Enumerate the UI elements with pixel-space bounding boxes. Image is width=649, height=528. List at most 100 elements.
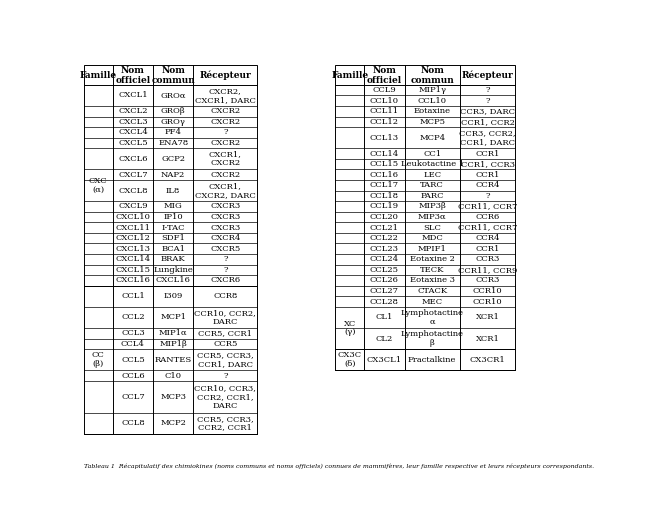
Text: CCR10, CCR2,
DARC: CCR10, CCR2, DARC — [194, 309, 256, 326]
Text: SLC: SLC — [423, 224, 441, 232]
Text: CXCL16: CXCL16 — [156, 277, 191, 285]
Text: CXCL3: CXCL3 — [118, 118, 148, 126]
Text: Récepteur: Récepteur — [199, 70, 251, 80]
Text: MIP1α: MIP1α — [159, 329, 188, 337]
Text: ?: ? — [485, 86, 490, 94]
Text: ENA78: ENA78 — [158, 139, 188, 147]
Text: CCL5: CCL5 — [121, 356, 145, 364]
Text: CL2: CL2 — [376, 335, 393, 343]
Text: XCR1: XCR1 — [476, 314, 500, 322]
Text: CCL4: CCL4 — [121, 340, 145, 348]
Text: CCR1: CCR1 — [475, 149, 500, 158]
Text: CXCR2: CXCR2 — [210, 171, 240, 179]
Text: Famille: Famille — [331, 71, 368, 80]
Text: BRAK: BRAK — [161, 256, 186, 263]
Text: TARC: TARC — [421, 181, 444, 190]
Text: CCL17: CCL17 — [370, 181, 399, 190]
Text: ?: ? — [223, 128, 228, 136]
Text: CXCL2: CXCL2 — [118, 107, 148, 115]
Text: CCL26: CCL26 — [370, 277, 399, 285]
Text: Leukotactine 1: Leukotactine 1 — [400, 160, 464, 168]
Text: CXCL16: CXCL16 — [116, 277, 151, 285]
Bar — [335, 65, 515, 370]
Text: CCR1, CCR2: CCR1, CCR2 — [461, 118, 515, 126]
Text: CCR5, CCR3,
CCR2, CCR1: CCR5, CCR3, CCR2, CCR1 — [197, 414, 254, 431]
Text: MCP2: MCP2 — [160, 419, 186, 427]
Text: CXCL4: CXCL4 — [118, 128, 148, 136]
Text: LEC: LEC — [423, 171, 441, 179]
Text: SDF1: SDF1 — [161, 234, 185, 242]
Text: Eotaxine 3: Eotaxine 3 — [410, 277, 455, 285]
Text: CCR1: CCR1 — [475, 171, 500, 179]
Text: I-TAC: I-TAC — [162, 224, 185, 232]
Text: CXCR2: CXCR2 — [210, 118, 240, 126]
Text: CXCL6: CXCL6 — [118, 155, 148, 163]
Text: MCP1: MCP1 — [160, 314, 186, 322]
Text: MDC: MDC — [421, 234, 443, 242]
Text: MEC: MEC — [422, 298, 443, 306]
Text: CCL11: CCL11 — [370, 107, 399, 115]
Text: CCL25: CCL25 — [370, 266, 399, 274]
Text: ?: ? — [485, 192, 490, 200]
Text: CXCL11: CXCL11 — [116, 224, 151, 232]
Text: MCP3: MCP3 — [160, 393, 186, 401]
Text: CCR1: CCR1 — [475, 245, 500, 253]
Text: CCL8: CCL8 — [121, 419, 145, 427]
Text: CXCR3: CXCR3 — [210, 202, 240, 211]
Text: CXCR2,
CXCR1, DARC: CXCR2, CXCR1, DARC — [195, 87, 256, 104]
Text: NAP2: NAP2 — [161, 171, 186, 179]
Text: CX3CR1: CX3CR1 — [470, 356, 506, 364]
Text: GROβ: GROβ — [161, 107, 186, 115]
Text: RANTES: RANTES — [154, 356, 192, 364]
Text: CCL27: CCL27 — [370, 287, 399, 295]
Text: CCL22: CCL22 — [370, 234, 399, 242]
Text: CCR8: CCR8 — [213, 293, 238, 300]
Text: MIP3α: MIP3α — [418, 213, 447, 221]
Text: CXCL7: CXCL7 — [118, 171, 148, 179]
Text: ?: ? — [485, 97, 490, 105]
Text: CCL19: CCL19 — [370, 202, 399, 211]
Text: CCL7: CCL7 — [121, 393, 145, 401]
Text: CXCL13: CXCL13 — [116, 245, 151, 253]
Text: GROα: GROα — [160, 91, 186, 99]
Text: ?: ? — [223, 372, 228, 380]
Text: CXCR2: CXCR2 — [210, 139, 240, 147]
Text: Eotaxine: Eotaxine — [413, 107, 450, 115]
Text: CCR3, DARC: CCR3, DARC — [460, 107, 515, 115]
Text: CCR11, CCR9: CCR11, CCR9 — [458, 266, 517, 274]
Text: Nom
officiel: Nom officiel — [367, 65, 402, 84]
Text: CCR3, CCR2,
CCR1, DARC: CCR3, CCR2, CCR1, DARC — [459, 129, 516, 146]
Text: Récepteur: Récepteur — [461, 70, 513, 80]
Text: CCR1, CCR3: CCR1, CCR3 — [461, 160, 515, 168]
Text: C10: C10 — [165, 372, 182, 380]
Text: IL8: IL8 — [166, 186, 180, 195]
Text: CCR11, CCR7: CCR11, CCR7 — [458, 202, 517, 211]
Text: CCL10: CCL10 — [370, 97, 399, 105]
Text: CCL1: CCL1 — [121, 293, 145, 300]
Text: CC
(β): CC (β) — [92, 351, 104, 368]
Text: CXCL14: CXCL14 — [116, 256, 151, 263]
Text: CXC
(α): CXC (α) — [89, 177, 108, 194]
Text: CXCL12: CXCL12 — [116, 234, 151, 242]
Text: CCR10: CCR10 — [472, 287, 502, 295]
Text: MPIF1: MPIF1 — [418, 245, 447, 253]
Text: CXCL1: CXCL1 — [118, 91, 148, 99]
Text: Lymphotactine
β: Lymphotactine β — [400, 330, 463, 347]
Text: CCL10: CCL10 — [418, 97, 447, 105]
Text: XC
(γ): XC (γ) — [343, 319, 356, 336]
Text: CCL14: CCL14 — [370, 149, 399, 158]
Text: Nom
commun: Nom commun — [410, 65, 454, 84]
Text: MCP5: MCP5 — [419, 118, 445, 126]
Text: CXCR6: CXCR6 — [210, 277, 240, 285]
Text: XCR1: XCR1 — [476, 335, 500, 343]
Text: PF4: PF4 — [165, 128, 182, 136]
Text: CXCR1,
CXCR2, DARC: CXCR1, CXCR2, DARC — [195, 182, 256, 199]
Text: CCL12: CCL12 — [370, 118, 399, 126]
Text: CXCL9: CXCL9 — [118, 202, 148, 211]
Text: CXCL10: CXCL10 — [116, 213, 151, 221]
Text: Famille: Famille — [80, 71, 117, 80]
Text: PARC: PARC — [421, 192, 444, 200]
Text: MIP1β: MIP1β — [159, 340, 187, 348]
Text: GROγ: GROγ — [161, 118, 186, 126]
Text: MIP3β: MIP3β — [419, 202, 446, 211]
